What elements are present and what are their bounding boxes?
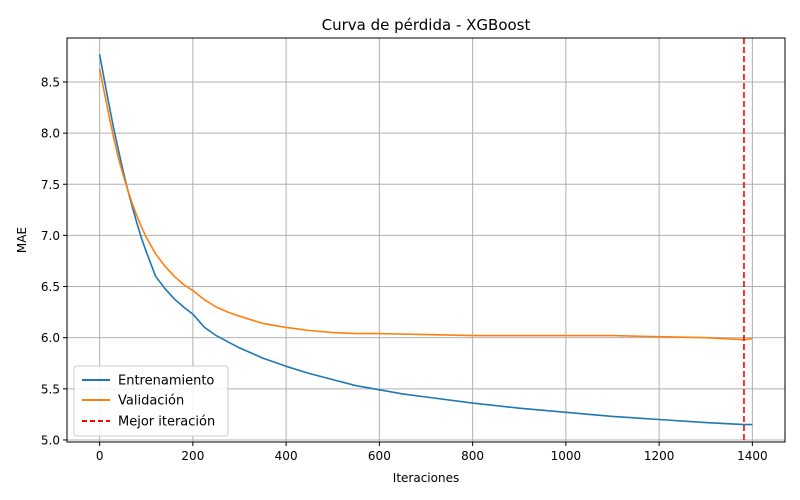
legend-box [73, 365, 229, 437]
x-tick-label: 600 [368, 449, 391, 463]
y-axis-label: MAE [15, 227, 29, 253]
legend-label-validacion: Validación [118, 394, 184, 409]
x-axis-label: Iteraciones [393, 471, 459, 485]
y-tick-label: 8.5 [41, 75, 60, 89]
x-tick-label: 1000 [551, 449, 582, 463]
x-axis-ticks: 0 200 400 600 800 1000 1200 1400 [96, 442, 768, 463]
y-tick-label: 8.0 [41, 127, 60, 141]
x-tick-label: 1400 [737, 449, 768, 463]
legend-label-entrenamiento: Entrenamiento [118, 374, 214, 389]
x-tick-label: 800 [461, 449, 484, 463]
y-axis-ticks: 5.0 5.5 6.0 6.5 7.0 7.5 8.0 8.5 [41, 75, 67, 447]
y-tick-label: 5.0 [41, 433, 60, 447]
chart-title: Curva de pérdida - XGBoost [322, 16, 531, 34]
legend-label-mejor-iteracion: Mejor iteración [118, 415, 215, 430]
x-tick-label: 1200 [644, 449, 675, 463]
legend: Entrenamiento Validación Mejor iteración [73, 365, 229, 437]
x-tick-label: 200 [181, 449, 204, 463]
y-tick-label: 7.5 [41, 178, 60, 192]
y-tick-label: 6.0 [41, 331, 60, 345]
plot-frame [66, 37, 786, 443]
series-layer [98, 54, 753, 426]
x-tick-label: 0 [96, 449, 104, 463]
y-tick-label: 5.5 [41, 382, 60, 396]
series-line-validacion [98, 68, 753, 341]
x-tick-label: 400 [275, 449, 298, 463]
y-tick-label: 7.0 [41, 229, 60, 243]
y-tick-label: 6.5 [41, 280, 60, 294]
